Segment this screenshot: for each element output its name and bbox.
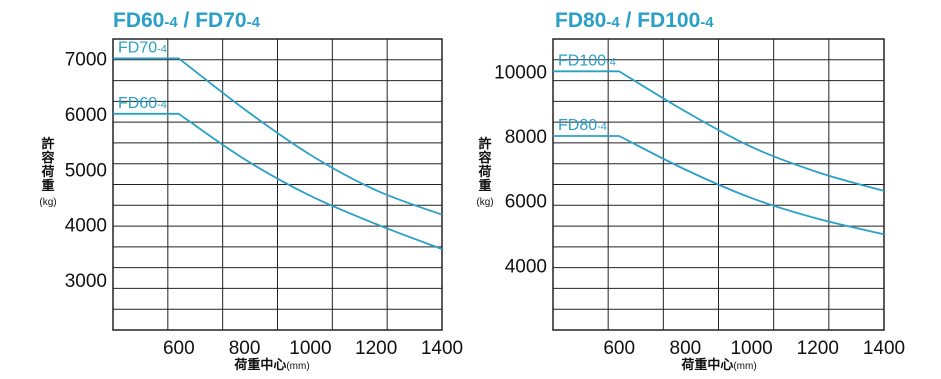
y-axis-label-char: 許 [41,136,54,151]
y-tick-label: 4000 [65,216,107,237]
x-axis-unit: (mm) [733,361,756,372]
chart-title-part: -4 [247,14,261,31]
chart-title: FD60-4 / FD70-4 [113,9,261,32]
series-line-fd60 [113,112,443,250]
chart-title-part: -4 [606,14,620,31]
y-tick-label: 7000 [65,49,107,70]
chart-title-part: / [178,9,196,32]
y-axis-unit: (kg) [476,197,493,208]
x-axis-label-text: 荷重中心 [680,357,733,372]
y-axis-label-char: 許 [478,136,491,151]
y-tick-label: 6000 [65,105,107,126]
series-label-name: FD100 [558,52,606,69]
y-axis-unit: (kg) [39,197,56,208]
chart-title: FD80-4 / FD100-4 [555,9,714,32]
series-label-sub: -4 [157,99,167,111]
y-tick-label: 4000 [505,256,547,277]
series-label-sub: -4 [157,43,167,55]
series-label-name: FD60 [118,95,157,112]
x-tick-label: 1000 [730,338,772,359]
chart-title-part: -4 [700,14,714,31]
chart-title-part: / [620,9,638,32]
x-tick-label: 1400 [863,338,905,359]
y-axis-label-char: 荷 [40,164,54,179]
y-tick-label: 10000 [494,62,547,83]
series-label-sub: -4 [606,56,616,68]
series-label-name: FD70 [118,39,157,56]
chart-title-part: FD100 [637,9,700,32]
x-axis-label: 荷重中心(mm) [233,357,309,372]
x-axis-label: 荷重中心(mm) [680,357,756,372]
x-tick-label: 800 [229,338,261,359]
chart-title-part: FD70 [195,9,246,32]
y-tick-label: 6000 [505,192,547,213]
series-line-fd80 [553,135,885,236]
x-tick-label: 1200 [797,338,839,359]
x-tick-label: 1000 [289,338,331,359]
chart-title-part: FD80 [555,9,606,32]
x-tick-label: 1400 [421,338,463,359]
y-tick-label: 8000 [505,127,547,148]
x-axis-unit: (mm) [286,361,309,372]
y-axis-label-char: 容 [477,150,491,165]
y-tick-label: 3000 [65,271,107,292]
x-tick-label: 600 [603,338,635,359]
plot-frame [552,38,885,331]
x-axis-label-text: 荷重中心 [233,357,286,372]
series-label-fd70: FD70-4 [118,39,167,56]
y-tick-label: 5000 [65,160,107,181]
y-axis-label-char: 重 [41,178,54,193]
series-label-fd100: FD100-4 [558,52,616,69]
plot-frame [112,38,443,331]
series-line-fd100 [553,70,885,192]
x-tick-label: 600 [163,338,195,359]
series-label-fd60: FD60-4 [118,95,167,112]
chart-title-part: FD60 [113,9,164,32]
series-label-name: FD80 [558,117,597,134]
x-tick-label: 800 [670,338,702,359]
chart-title-part: -4 [164,14,178,31]
series-label-fd80: FD80-4 [558,117,607,134]
y-axis-label-char: 容 [40,150,54,165]
y-axis-label-char: 荷 [477,164,491,179]
x-tick-label: 1200 [355,338,397,359]
series-line-fd70 [113,57,443,216]
y-axis-label-char: 重 [478,178,491,193]
series-label-sub: -4 [597,121,607,133]
